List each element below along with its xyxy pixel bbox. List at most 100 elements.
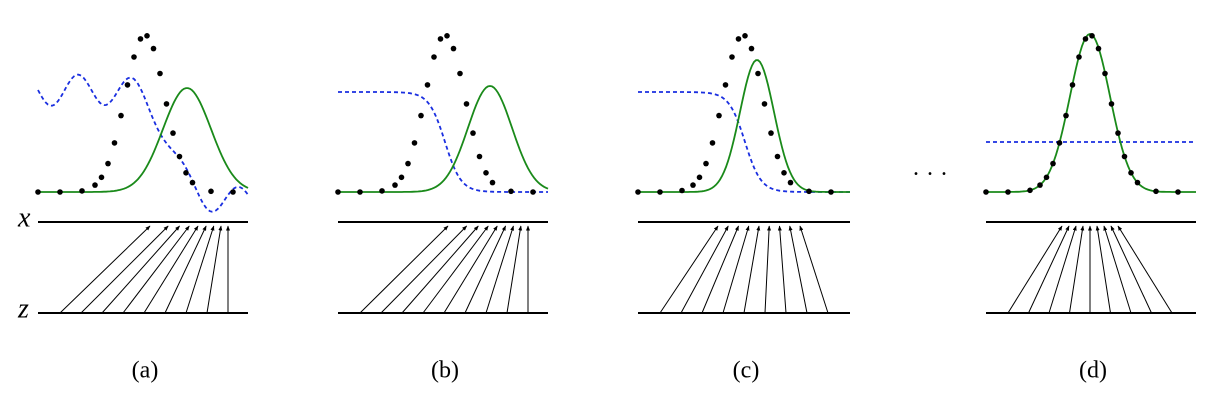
data-dot	[357, 189, 363, 195]
mapping-arrow	[1103, 225, 1132, 314]
generator-curve	[338, 85, 549, 193]
data-dot	[657, 189, 663, 195]
panel: (c)	[635, 33, 850, 384]
data-dot	[1063, 112, 1069, 119]
x-axis-label: x	[17, 202, 31, 233]
data-dot	[1043, 174, 1050, 181]
data-dot	[983, 189, 989, 195]
mapping-arrow	[722, 225, 750, 314]
generator-curve	[986, 33, 1196, 193]
data-dot	[742, 33, 748, 39]
data-dot	[431, 54, 437, 60]
data-dot	[437, 36, 444, 42]
panel: (b)	[335, 33, 549, 384]
mapping-arrow	[659, 225, 719, 314]
data-dot	[170, 130, 176, 136]
data-dot	[450, 45, 457, 52]
data-dot	[105, 160, 111, 167]
data-dot	[1076, 54, 1082, 60]
mapping-arrow	[1110, 225, 1152, 314]
data-dot	[183, 170, 189, 176]
data-dot	[489, 179, 496, 186]
data-dot	[729, 54, 735, 60]
data-dot	[774, 153, 781, 160]
data-dot	[508, 188, 514, 195]
data-dot	[230, 189, 236, 195]
mapping-arrow	[1007, 225, 1063, 314]
data-dot	[806, 188, 812, 195]
data-dot	[1095, 45, 1102, 52]
mapping-arrow	[206, 225, 223, 314]
data-dot	[530, 189, 536, 195]
data-dot	[1069, 82, 1076, 88]
data-dot	[679, 187, 685, 194]
data-dot	[470, 130, 476, 136]
data-dot	[761, 101, 768, 107]
data-dot	[828, 189, 834, 195]
mapping-arrow	[59, 225, 151, 314]
data-dot	[137, 36, 144, 42]
ellipsis: · · ·	[912, 162, 948, 188]
data-dot	[476, 153, 483, 160]
data-dot	[1108, 101, 1115, 107]
mapping-arrow	[788, 225, 808, 314]
discriminator-curve	[638, 91, 850, 193]
data-dot	[690, 182, 696, 188]
panel: (d)	[983, 33, 1196, 384]
mapping-arrow	[506, 225, 523, 314]
mapping-arrow	[1048, 225, 1077, 314]
data-dot	[98, 174, 105, 181]
mapping-arrow	[485, 225, 514, 314]
data-dot	[787, 179, 794, 186]
data-dot	[79, 188, 85, 194]
data-dot	[722, 82, 729, 88]
data-dot	[335, 189, 341, 195]
mapping-arrow	[764, 225, 772, 314]
data-dot	[1089, 33, 1095, 39]
mapping-arrow	[1028, 225, 1070, 314]
data-dot	[176, 153, 183, 160]
panel: (a)	[35, 33, 249, 384]
mapping-arrow	[680, 225, 729, 314]
data-dot	[424, 82, 431, 88]
data-dot	[735, 36, 742, 42]
generator-curve	[38, 87, 249, 193]
data-dot	[124, 82, 131, 88]
data-dot	[748, 45, 755, 52]
data-dot	[157, 70, 163, 77]
data-dot	[1115, 130, 1121, 136]
data-dot	[716, 112, 722, 119]
mapping-arrow	[1095, 225, 1111, 314]
mapping-arrow	[464, 225, 507, 314]
data-dot	[1134, 179, 1141, 186]
data-dot	[1175, 189, 1181, 195]
data-dot	[1056, 140, 1063, 146]
panel-label: (d)	[1079, 358, 1107, 384]
panels: (a) (b) (c) (d)	[35, 33, 1196, 384]
data-dot	[144, 33, 150, 39]
data-dot	[57, 189, 63, 195]
data-dot	[483, 170, 489, 176]
data-dot	[92, 182, 98, 188]
data-dot	[709, 140, 716, 146]
data-dot	[411, 140, 418, 146]
z-axis-label: z	[17, 293, 29, 324]
data-dot	[1121, 153, 1128, 160]
data-dot	[189, 179, 196, 186]
data-dot	[418, 112, 424, 119]
data-dot	[463, 101, 470, 107]
data-dot	[35, 189, 41, 195]
mapping-arrow	[777, 225, 787, 314]
data-dot	[111, 140, 118, 146]
data-dot	[1027, 187, 1033, 194]
data-dot	[208, 188, 214, 195]
data-dot	[131, 54, 137, 60]
mapping-arrow	[80, 225, 169, 314]
panel-label: (a)	[132, 358, 159, 384]
discriminator-curve	[37, 73, 249, 213]
mapping-arrow	[101, 225, 180, 314]
mapping-arrow	[359, 225, 449, 314]
data-dot	[457, 70, 463, 77]
data-dot	[150, 45, 157, 52]
